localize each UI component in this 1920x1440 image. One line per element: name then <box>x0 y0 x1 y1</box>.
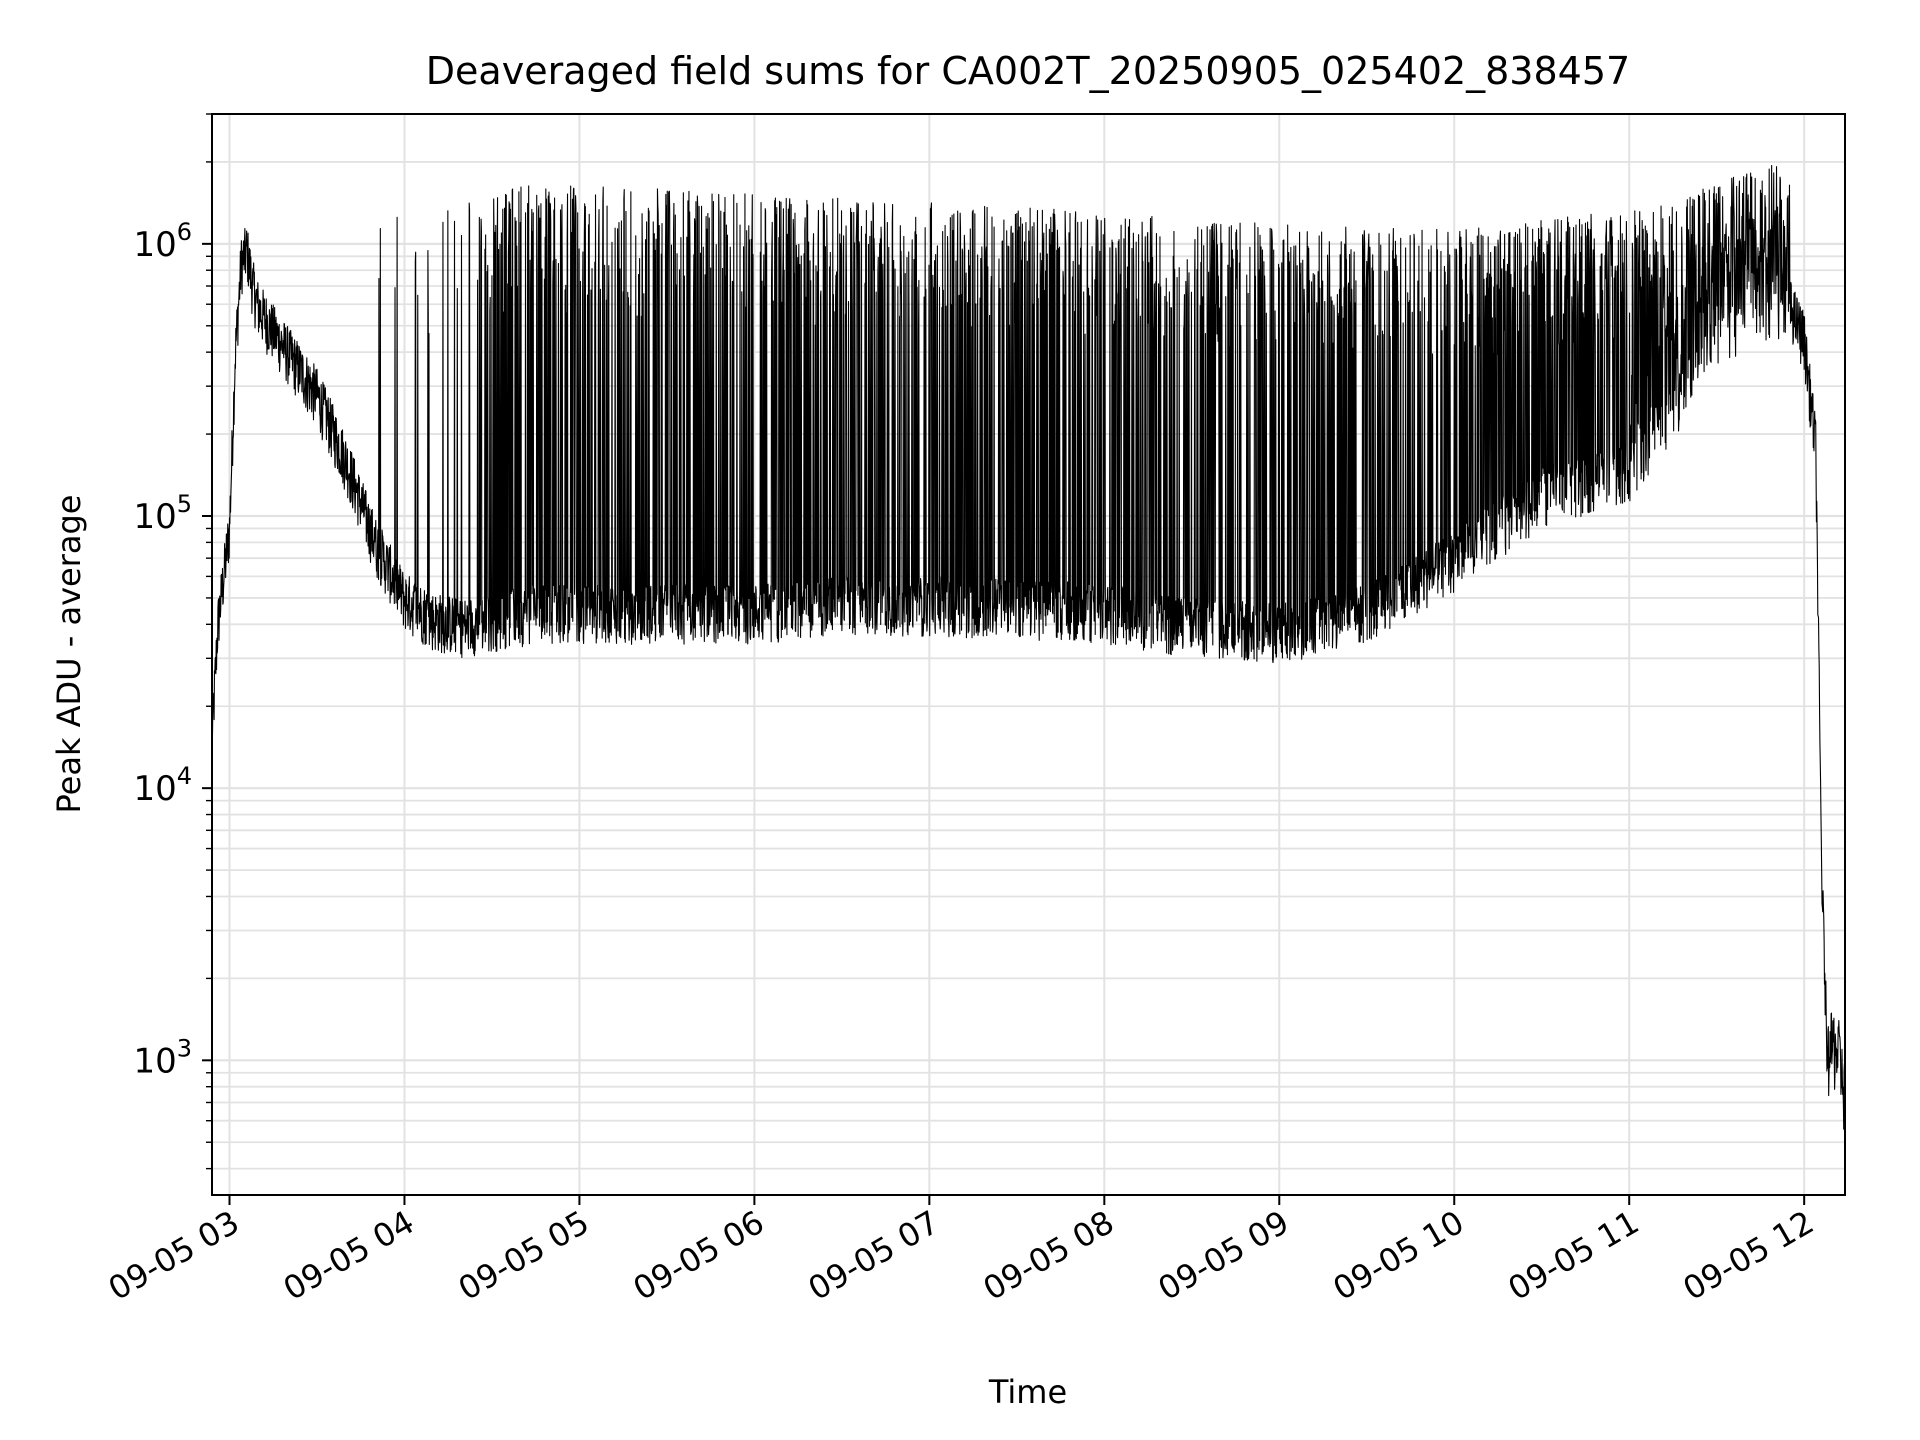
plot-frame <box>211 113 1846 1196</box>
x-axis-label: Time <box>988 1373 1067 1411</box>
y-tick-label: 103 <box>133 1034 192 1081</box>
y-axis: 103 104 105 106 <box>133 113 212 1170</box>
series-line <box>211 164 1846 1130</box>
y-axis-label: Peak ADU - average <box>50 495 88 814</box>
y-tick-label: 104 <box>133 762 192 809</box>
series-path <box>211 164 1846 1130</box>
y-tick-label: 105 <box>133 490 192 537</box>
y-tick-label: 106 <box>133 218 192 265</box>
chart-title: Deaveraged field sums for CA002T_2025090… <box>426 49 1630 93</box>
